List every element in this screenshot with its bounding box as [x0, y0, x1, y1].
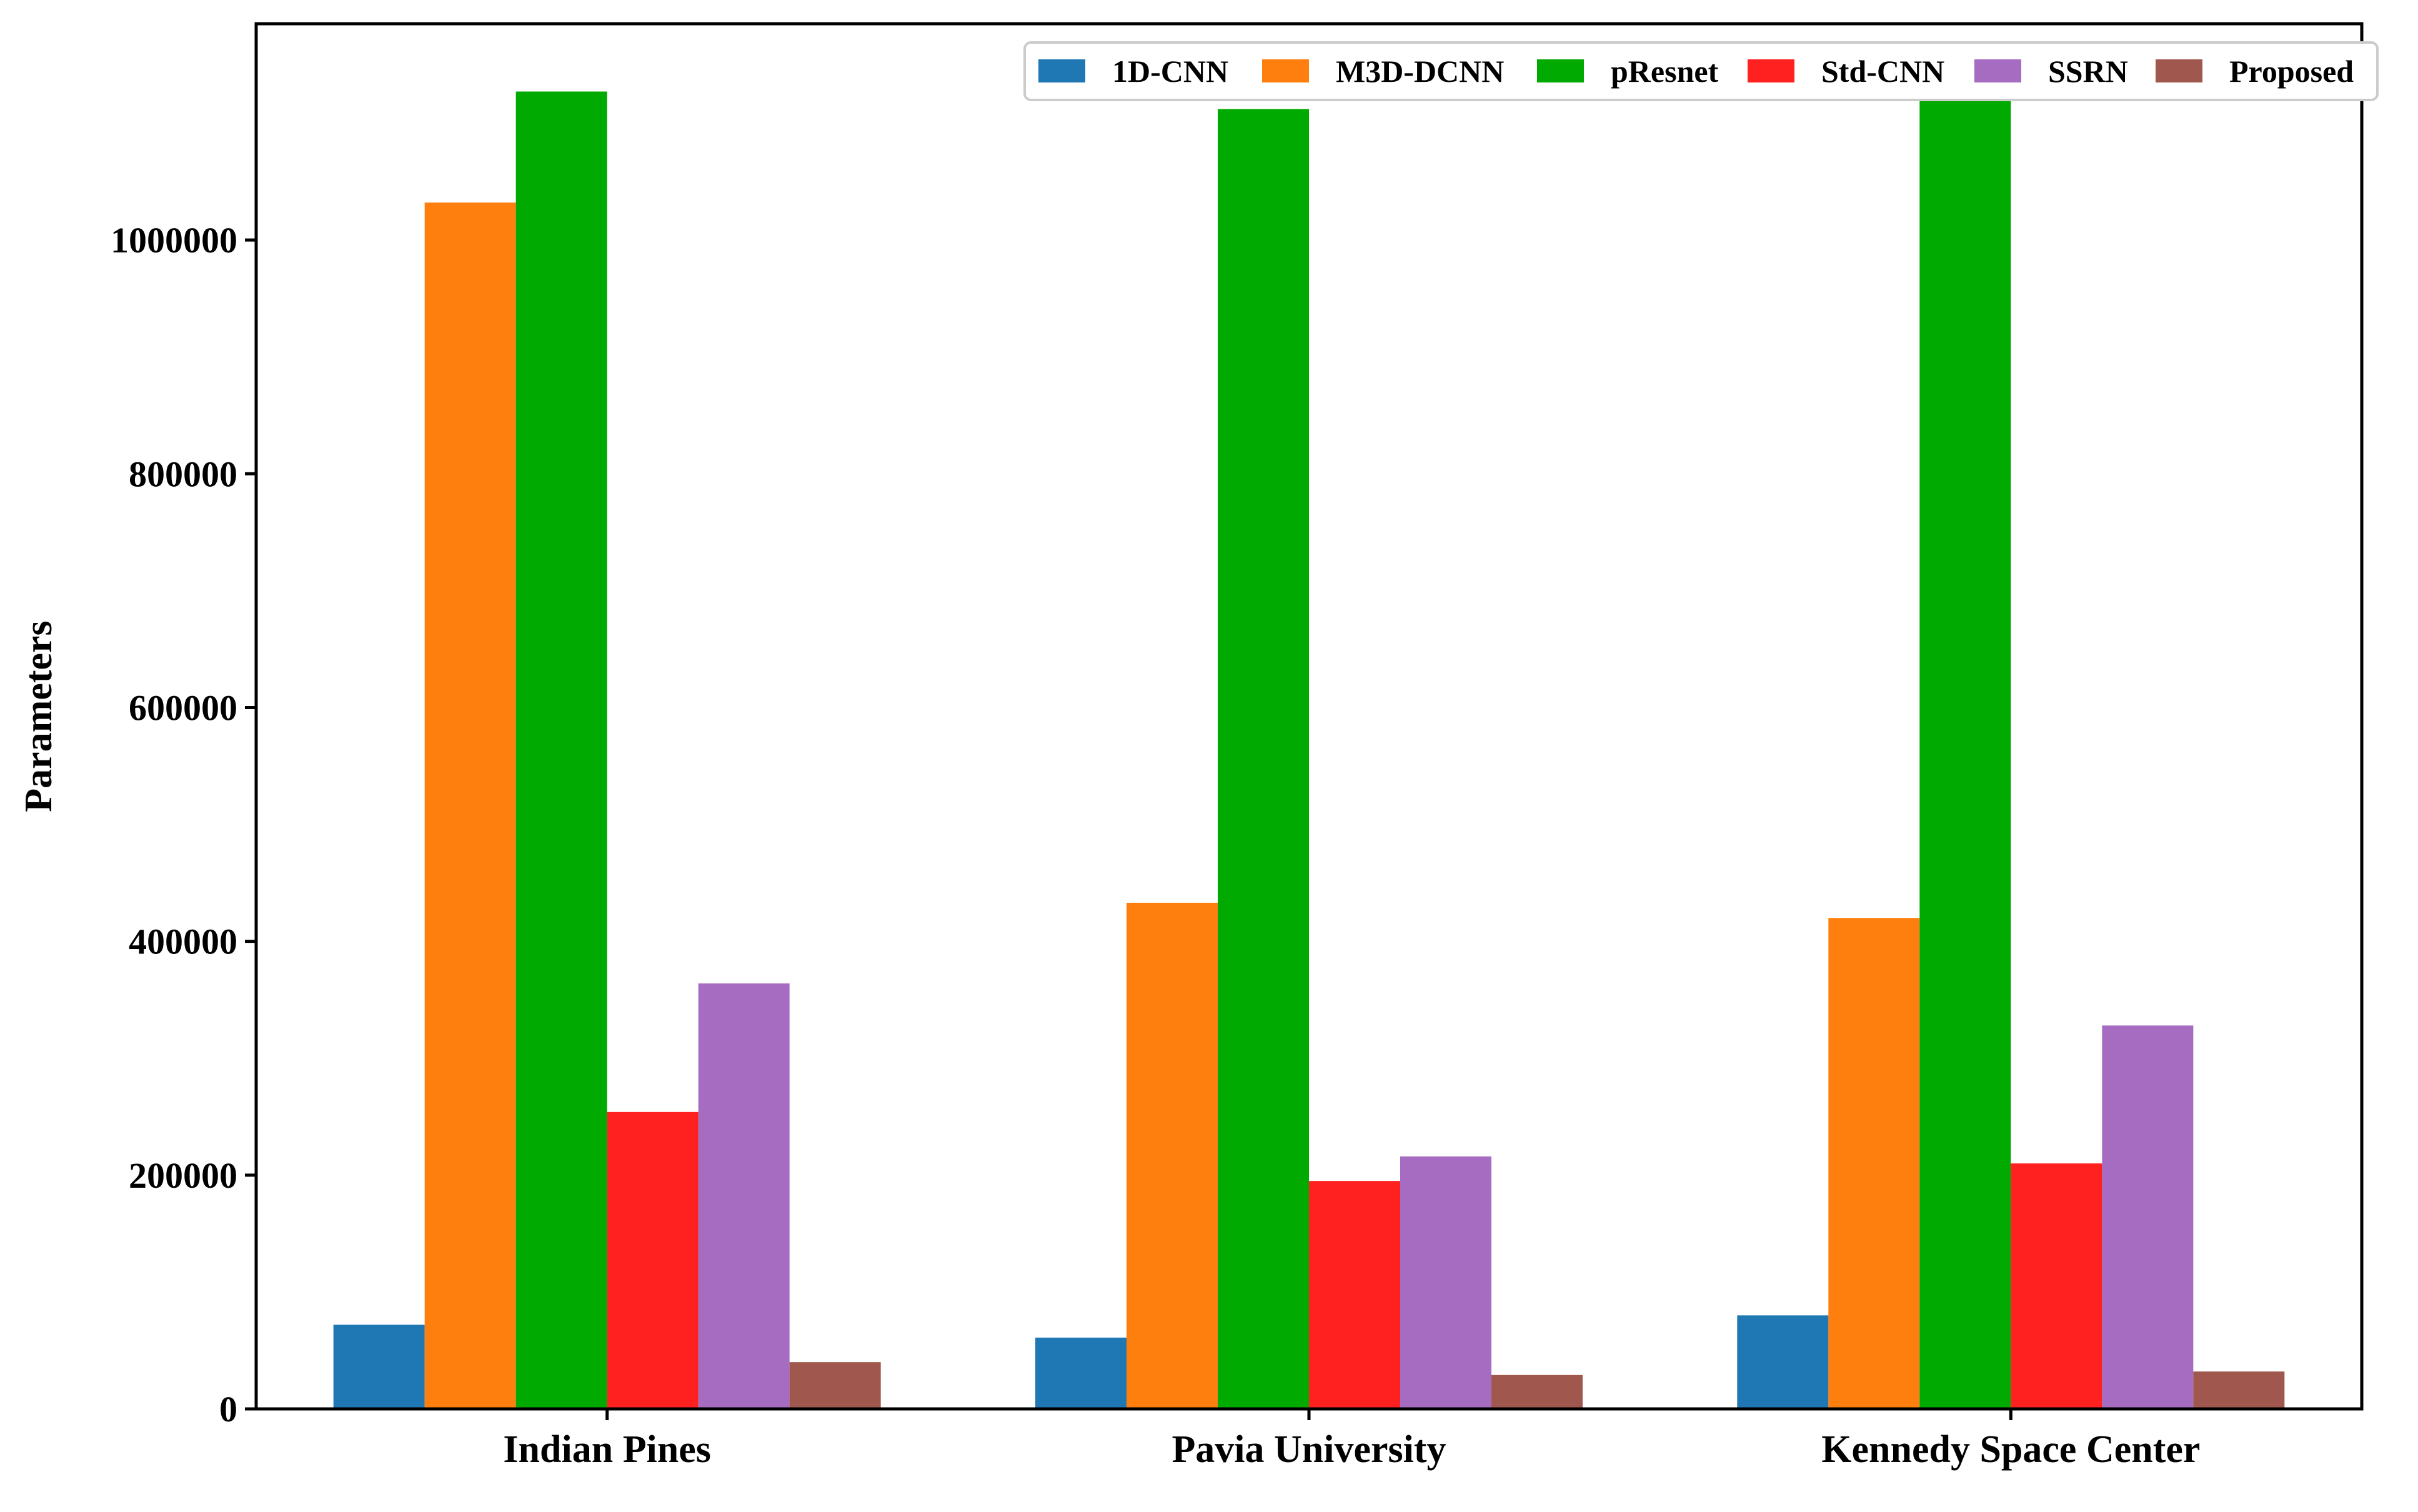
- bar-proposed-pavia-university: [1491, 1375, 1583, 1409]
- y-tick-label: 600000: [129, 687, 237, 728]
- x-category-label: Indian Pines: [503, 1428, 711, 1471]
- bar-presnet-kennedy-space-center: [1919, 97, 2011, 1410]
- legend-box: [1023, 41, 2379, 101]
- legend-item-label: Std-CNN: [1821, 54, 1944, 89]
- bar-1d-cnn-pavia-university: [1035, 1337, 1127, 1409]
- bar-std-cnn-pavia-university: [1309, 1181, 1400, 1409]
- y-tick-label: 400000: [129, 922, 237, 962]
- bar-std-cnn-indian-pines: [607, 1112, 699, 1409]
- legend-item-label: pResnet: [1611, 54, 1719, 89]
- bar-ssrn-pavia-university: [1400, 1156, 1491, 1409]
- legend-item-label: SSRN: [2048, 54, 2128, 89]
- legend-swatch: [1262, 59, 1309, 82]
- bar-presnet-pavia-university: [1218, 109, 1309, 1409]
- bar-m3d-dcnn-pavia-university: [1127, 902, 1218, 1409]
- bar-m3d-dcnn-indian-pines: [424, 202, 516, 1409]
- bar-proposed-indian-pines: [789, 1362, 881, 1409]
- legend-swatch: [1038, 59, 1085, 82]
- bars-layer: [333, 91, 2285, 1410]
- x-category-label: Pavia University: [1172, 1428, 1446, 1471]
- legend-swatch: [2156, 59, 2202, 82]
- bar-1d-cnn-indian-pines: [333, 1325, 425, 1409]
- legend-item-label: M3D-DCNN: [1336, 54, 1504, 89]
- legend-item-label: Proposed: [2229, 54, 2354, 89]
- bar-std-cnn-kennedy-space-center: [2011, 1163, 2102, 1409]
- y-tick-label: 1000000: [111, 220, 237, 261]
- legend-item-label: 1D-CNN: [1112, 54, 1228, 89]
- bar-m3d-dcnn-kennedy-space-center: [1828, 918, 1920, 1409]
- y-axis-title: Parameters: [17, 620, 60, 812]
- y-axis: 0 200000 400000 600000 800000 1000000: [111, 220, 256, 1430]
- legend-swatch: [1537, 59, 1584, 82]
- x-axis: Indian Pines Pavia University Kennedy Spac…: [503, 1409, 2200, 1471]
- legend-swatch: [1748, 59, 1794, 82]
- y-tick-label: 0: [219, 1389, 237, 1430]
- y-tick-label: 200000: [129, 1155, 237, 1196]
- x-category-label: Kennedy Space Center: [1821, 1428, 2200, 1471]
- legend-swatch: [1974, 59, 2021, 82]
- bar-presnet-indian-pines: [515, 91, 607, 1409]
- legend: 1D-CNN M3D-DCNN pResnet Std-CNN SSRN Proposed: [1023, 41, 2379, 101]
- y-tick-label: 800000: [129, 454, 237, 494]
- bar-ssrn-kennedy-space-center: [2102, 1025, 2194, 1409]
- bar-1d-cnn-kennedy-space-center: [1737, 1315, 1829, 1409]
- bar-ssrn-indian-pines: [698, 983, 790, 1409]
- bar-proposed-kennedy-space-center: [2193, 1371, 2285, 1409]
